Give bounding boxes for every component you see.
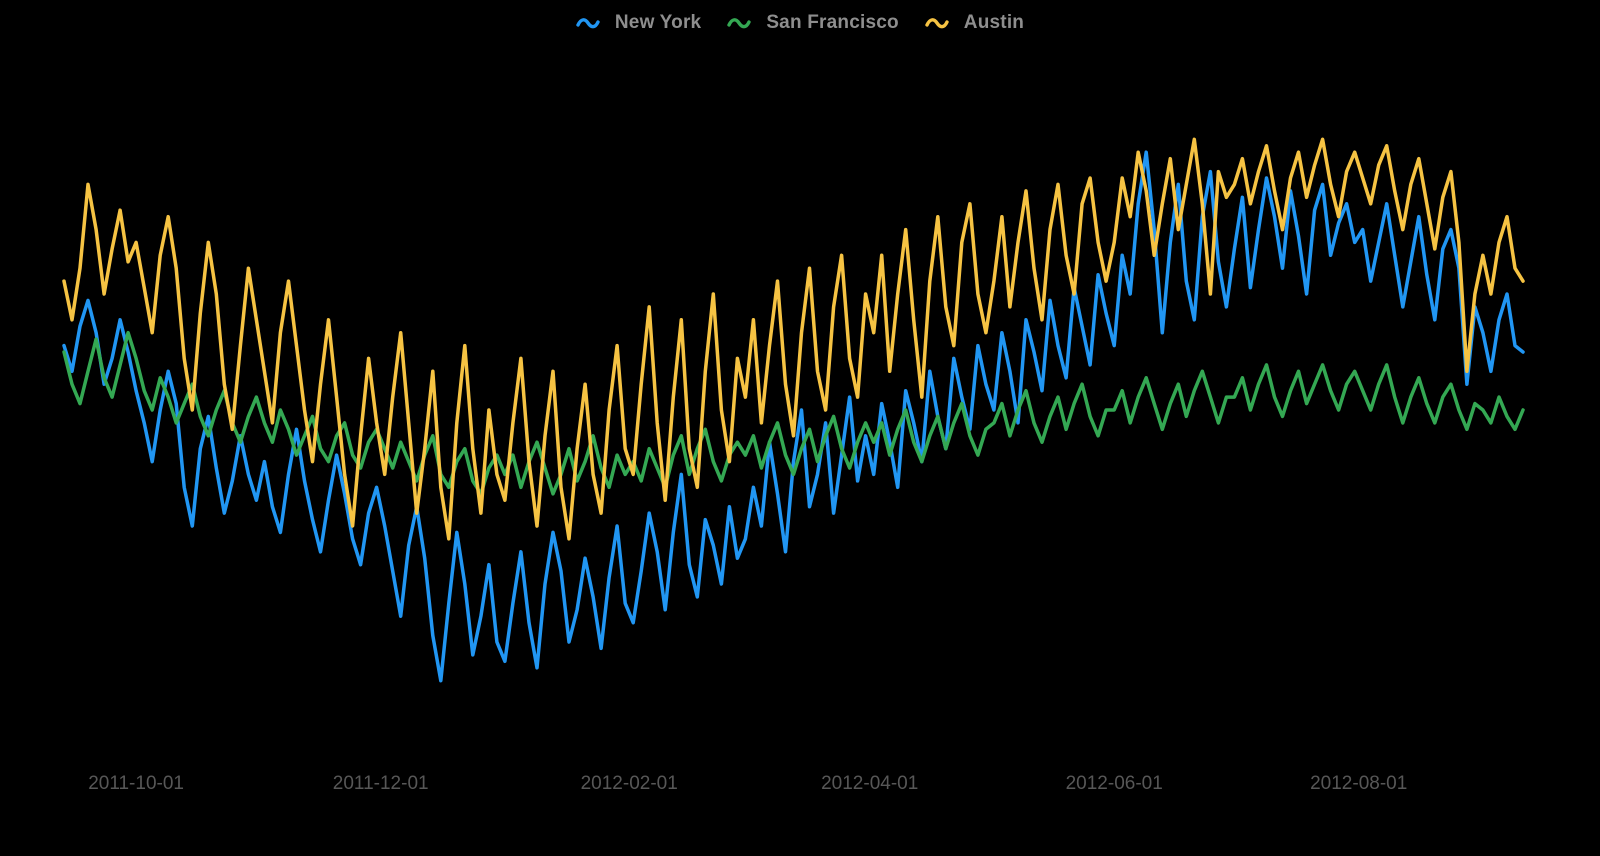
- legend-item-austin[interactable]: Austin: [925, 12, 1024, 34]
- austin-line-marker-icon: [925, 18, 949, 29]
- legend-item-new-york[interactable]: New York: [576, 12, 701, 34]
- new-york-line-marker-icon: [576, 18, 600, 29]
- san-francisco-marker-path: [727, 18, 752, 29]
- legend-item-san-francisco[interactable]: San Francisco: [727, 12, 899, 34]
- x-axis-tick-label: 2011-10-01: [88, 773, 184, 794]
- austin-marker-path: [925, 18, 949, 29]
- san-francisco-line-marker-icon: [727, 18, 752, 29]
- x-axis-tick-label: 2012-02-01: [581, 773, 678, 794]
- legend-label-austin: Austin: [963, 12, 1025, 33]
- series-line-new-york: [62, 150, 1525, 683]
- new-york-marker-path: [576, 18, 600, 29]
- chart-legend: New York San Francisco Austin: [0, 12, 1600, 34]
- legend-label-san-francisco: San Francisco: [766, 12, 899, 33]
- x-axis-tick-label: 2011-12-01: [333, 773, 429, 794]
- legend-label-new-york: New York: [614, 12, 702, 33]
- series-line-austin: [62, 137, 1525, 541]
- x-axis-tick-label: 2012-04-01: [821, 773, 918, 794]
- x-axis-tick-label: 2012-06-01: [1066, 773, 1163, 794]
- x-axis-tick-label: 2012-08-01: [1310, 773, 1407, 794]
